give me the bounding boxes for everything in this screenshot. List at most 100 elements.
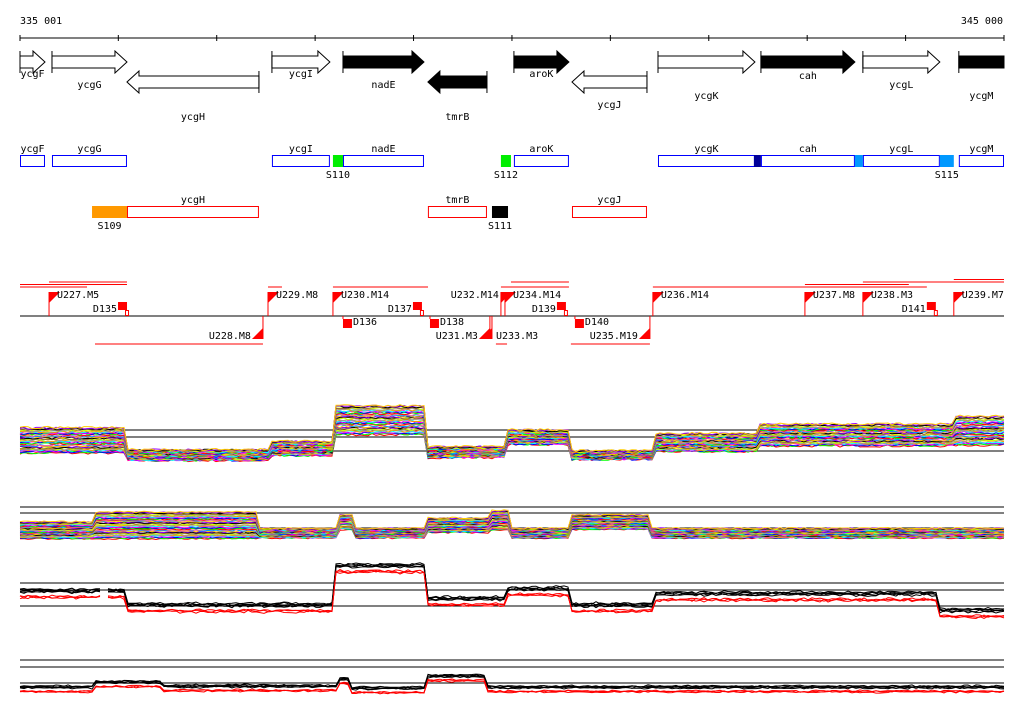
feature-label: ycgI — [289, 144, 313, 155]
profile-tracks — [19, 404, 1005, 695]
profile-line — [107, 569, 1005, 618]
profile-track-1 — [19, 404, 1005, 463]
signal-label: S115 — [935, 170, 959, 181]
gene-label: nadE — [371, 80, 395, 91]
downshift-tick — [563, 310, 568, 316]
profile-line — [19, 594, 101, 600]
gene-label: aroK — [529, 69, 553, 80]
gene-arrow-ycgH — [126, 69, 260, 95]
up-breakpoint-flag-icon — [804, 292, 816, 303]
profile-line — [19, 678, 1005, 695]
feature-box-ycgG — [51, 155, 127, 167]
gene-arrow-ycgG — [51, 49, 128, 75]
profile-line — [19, 409, 1005, 454]
feature-box-aroK — [513, 155, 569, 167]
profile-line — [19, 425, 1005, 460]
up-breakpoint-label: U232.M14 — [451, 290, 499, 301]
gene-label: ycgK — [694, 91, 718, 102]
up-breakpoint-flag-icon — [267, 292, 279, 303]
gene-label: ycgL — [889, 80, 913, 91]
signal-label: S110 — [326, 170, 350, 181]
profile-line — [19, 673, 1005, 689]
gene-label: cah — [799, 71, 817, 82]
feature-box-ycgI — [271, 155, 330, 167]
downshift-marker — [429, 319, 439, 328]
feature-box-nadE — [342, 155, 424, 167]
profile-line — [19, 679, 1005, 695]
signal-box — [491, 206, 509, 218]
downshift-tick — [933, 310, 938, 316]
gene-arrow-aroK — [513, 49, 570, 75]
feature-box-ycgH — [126, 206, 259, 218]
feature-box-ycgK — [657, 155, 755, 167]
signal-label: S109 — [97, 221, 121, 232]
up-breakpoint-flag-icon — [49, 292, 61, 303]
gene-arrow-ycgL — [862, 49, 941, 75]
downshift-label: D141 — [902, 304, 926, 315]
downshift-marker — [556, 302, 566, 310]
up-breakpoint-flag-icon — [504, 292, 516, 303]
downshift-marker — [574, 319, 584, 328]
up-breakpoint-flag-icon — [652, 292, 664, 303]
profile-line — [19, 412, 1005, 455]
feature-label: ycgF — [20, 144, 44, 155]
feature-label: ycgG — [77, 144, 101, 155]
downshift-tick — [419, 310, 424, 316]
gene-arrow-ycgK — [657, 49, 756, 75]
feature-label: ycgK — [694, 144, 718, 155]
reverse-feature-track: S109 ycgH tmrB S111 ycgJ — [92, 195, 647, 232]
down-breakpoint-flag-icon — [638, 328, 650, 339]
down-breakpoint-flag-icon — [251, 328, 263, 339]
downshift-label: D139 — [532, 304, 556, 315]
ruler-end-label: 345 000 — [961, 16, 1003, 27]
profile-line — [107, 562, 1005, 612]
gene-arrow-nadE — [342, 49, 425, 75]
down-breakpoint-label: U228.M8 — [209, 331, 251, 342]
profile-track-2 — [19, 506, 1005, 541]
downshift-tick — [125, 310, 130, 316]
feature-label: ycgM — [969, 144, 993, 155]
signal-box — [939, 155, 954, 167]
downshift-label: D135 — [93, 304, 117, 315]
gene-arrow-tmrB — [427, 69, 488, 95]
signal-label: S112 — [494, 170, 518, 181]
gene-arrow-ycgM — [958, 55, 1005, 69]
gene-label: ycgF — [20, 69, 44, 80]
gene-arrow-track: ycgF ycgG ycgH ycgI nadE tmrB aroK ycgJ ycgK cah y… — [19, 49, 1005, 123]
down-breakpoint-label: U233.M3 — [496, 331, 538, 342]
profile-line — [107, 562, 1005, 611]
gene-arrow-ycgF — [19, 49, 46, 75]
profile-line — [19, 528, 1005, 541]
feature-label: cah — [799, 144, 817, 155]
downshift-label: D137 — [388, 304, 412, 315]
up-breakpoint-label: U237.M8 — [813, 290, 855, 301]
up-breakpoint-label: U230.M14 — [341, 290, 389, 301]
signal-box — [92, 206, 127, 218]
gene-label: ycgI — [289, 69, 313, 80]
feature-label: nadE — [371, 144, 395, 155]
ruler — [19, 35, 1005, 41]
downshift-label: D136 — [353, 317, 377, 328]
gene-label: ycgG — [77, 80, 101, 91]
feature-box-ycgJ — [571, 206, 647, 218]
feature-box-cah — [760, 155, 855, 167]
profile-track-4 — [19, 659, 1005, 695]
signal-box — [332, 155, 343, 167]
feature-box-tmrB — [427, 206, 487, 218]
profile-line — [19, 404, 1005, 453]
down-breakpoint-flag-icon — [480, 328, 492, 339]
up-breakpoint-label: U236.M14 — [661, 290, 709, 301]
profile-track-3 — [19, 562, 1005, 620]
down-breakpoint-label: U231.M3 — [436, 331, 478, 342]
signal-label: S111 — [488, 221, 512, 232]
up-breakpoint-flag-icon — [332, 292, 344, 303]
gene-arrow-ycgJ — [571, 69, 648, 95]
feature-label: ycgJ — [597, 195, 621, 206]
up-breakpoint-label: U234.M14 — [513, 290, 561, 301]
feature-box-ycgL — [862, 155, 940, 167]
downshift-marker — [412, 302, 422, 310]
profile-line — [19, 509, 1005, 530]
up-breakpoint-label: U227.M5 — [57, 290, 99, 301]
